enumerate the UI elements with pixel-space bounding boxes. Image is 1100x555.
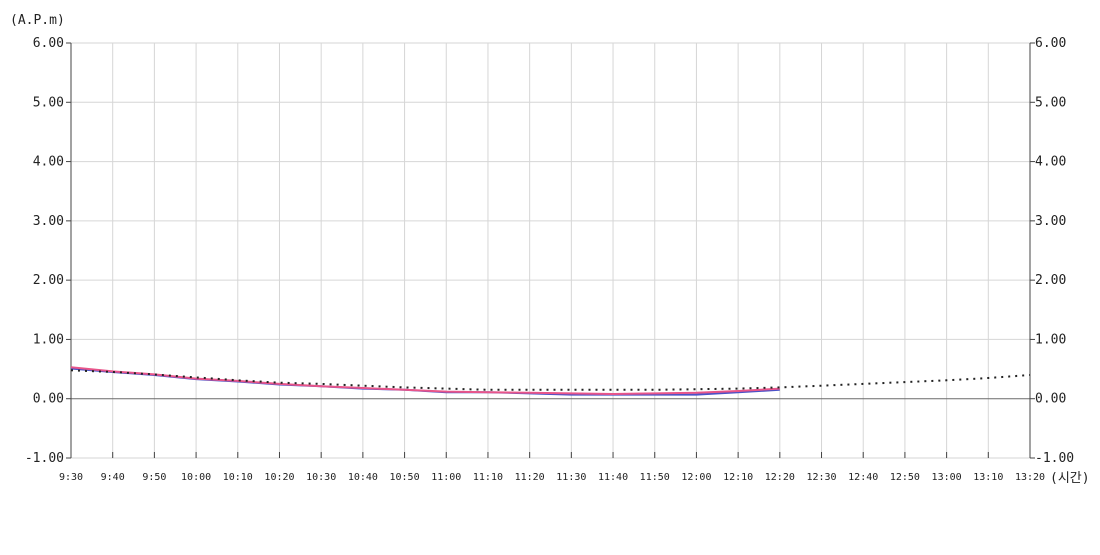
ytick-label-right: 0.00	[1035, 392, 1066, 407]
x-unit-label: (시간)	[1050, 471, 1090, 486]
ytick-label-right: 5.00	[1035, 95, 1066, 110]
xtick-label: 11:20	[515, 472, 545, 483]
xtick-label: 11:40	[598, 472, 628, 483]
xtick-label: 12:50	[890, 472, 920, 483]
ytick-label-right: 2.00	[1035, 273, 1066, 288]
xtick-label: 13:00	[932, 472, 962, 483]
xtick-label: 11:10	[473, 472, 503, 483]
series-line-3	[70, 369, 1031, 391]
ytick-label-right: 6.00	[1035, 36, 1066, 51]
ytick-label-right: 1.00	[1035, 332, 1066, 347]
ytick-label-left: -1.00	[25, 451, 64, 466]
xtick-label: 9:40	[101, 472, 125, 483]
xtick-label: 10:20	[264, 472, 294, 483]
xtick-label: 13:20	[1015, 472, 1045, 483]
ytick-label-left: 2.00	[33, 273, 64, 288]
xtick-label: 11:30	[556, 472, 586, 483]
ytick-label-left: 3.00	[33, 214, 64, 229]
ytick-label-right: -1.00	[1035, 451, 1074, 466]
ytick-label-right: 4.00	[1035, 155, 1066, 170]
xtick-label: 10:40	[348, 472, 378, 483]
xtick-label: 12:40	[848, 472, 878, 483]
ytick-label-left: 5.00	[33, 95, 64, 110]
y-unit-label: (A.P.m)	[10, 13, 65, 28]
ytick-label-left: 1.00	[33, 332, 64, 347]
xtick-label: 10:50	[390, 472, 420, 483]
ytick-label-left: 6.00	[33, 36, 64, 51]
xtick-label: 12:00	[681, 472, 711, 483]
xtick-label: 12:20	[765, 472, 795, 483]
xtick-label: 13:10	[973, 472, 1003, 483]
ytick-label-left: 0.00	[33, 392, 64, 407]
xtick-label: 10:00	[181, 472, 211, 483]
xtick-label: 10:30	[306, 472, 336, 483]
xtick-label: 12:30	[806, 472, 836, 483]
xtick-label: 12:10	[723, 472, 753, 483]
xtick-label: 9:50	[142, 472, 166, 483]
xtick-label: 10:10	[223, 472, 253, 483]
xtick-label: 11:00	[431, 472, 461, 483]
ytick-label-right: 3.00	[1035, 214, 1066, 229]
ytick-label-left: 4.00	[33, 155, 64, 170]
xtick-label: 11:50	[640, 472, 670, 483]
series-line-2	[70, 366, 780, 395]
xtick-label: 9:30	[59, 472, 83, 483]
